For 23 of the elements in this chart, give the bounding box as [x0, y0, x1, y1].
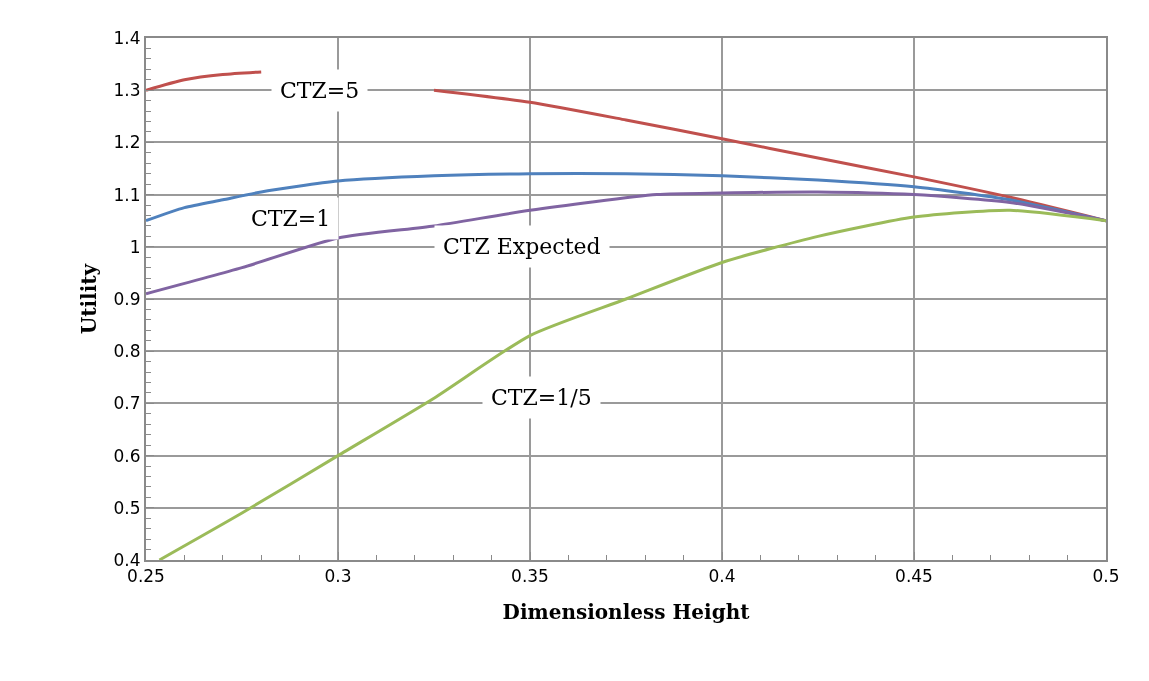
y-tick-label: 0.8	[113, 341, 141, 362]
y-tick-label: 1	[129, 236, 141, 257]
y-axis-title: Utility	[76, 262, 101, 335]
y-tick-label: 1.1	[113, 184, 141, 205]
y-tick-label: 1.2	[113, 132, 141, 153]
series-label: CTZ=1	[251, 206, 331, 231]
series-label: CTZ=1/5	[491, 385, 592, 410]
x-tick-label: 0.4	[708, 566, 736, 587]
x-axis-title: Dimensionless Height	[502, 600, 751, 625]
x-tick-label: 0.3	[324, 566, 352, 587]
y-tick-label: 0.9	[113, 288, 141, 309]
y-tick-label: 1.4	[113, 27, 141, 48]
y-tick-label: 0.5	[113, 497, 141, 518]
x-tick-label: 0.35	[511, 566, 549, 587]
series-label: CTZ=5	[280, 78, 360, 103]
y-tick-label: 0.6	[113, 445, 141, 466]
y-tick-label: 1.3	[113, 80, 141, 101]
x-tick-label: 0.45	[895, 566, 933, 587]
x-tick-label: 0.5	[1092, 566, 1120, 587]
line-series	[146, 190, 1106, 296]
y-tick-label: 0.7	[113, 393, 141, 414]
series-label: CTZ Expected	[443, 234, 601, 259]
line-series	[157, 208, 1106, 560]
